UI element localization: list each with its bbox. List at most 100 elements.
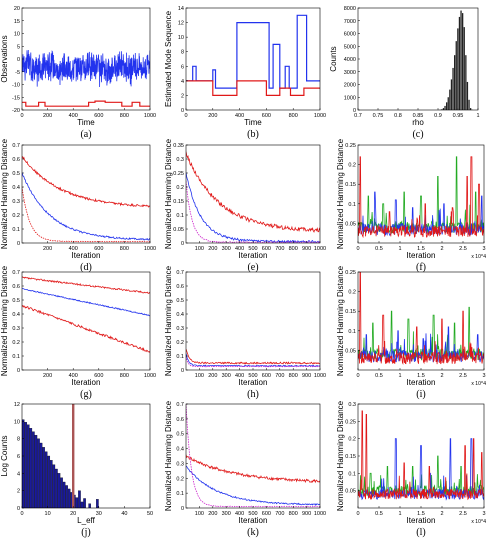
ytick-label-k-4: 0.4	[176, 447, 184, 453]
xtick-label-h-9: 1000	[314, 373, 326, 379]
bar-c-11	[456, 41, 457, 110]
ytick-label-i-1: 0.1	[348, 329, 356, 335]
panel-label-b: (b)	[247, 129, 259, 140]
series-g-0	[22, 277, 150, 294]
yaxis-label-b: Estimated Mode Sequence	[164, 10, 173, 107]
ytick-label-a-1: -15	[12, 95, 20, 101]
xtick-label-h-7: 800	[289, 373, 298, 379]
panel-l: 0 0.5 1 1.5 2 2.5 30.050.10.150.20.250.3x 10^4…	[336, 400, 486, 538]
panel-d: 200 400 600 800 100000.10.20.30.40.50.60.7It…	[0, 138, 156, 273]
ytick-label-i-2: 0.15	[345, 309, 356, 315]
bar-j-0	[22, 420, 24, 508]
xtick-label-c-5: 0.95	[453, 113, 464, 119]
ytick-label-k-5: 0.5	[176, 432, 184, 438]
xtick-label-a-3: 600	[94, 113, 103, 119]
bar-c-5	[446, 102, 447, 110]
ytick-label-g-1: 0.1	[12, 354, 20, 360]
ytick-label-k-7: 0.7	[176, 402, 184, 408]
series-b-1	[186, 81, 320, 96]
ytick-label-j-1: 2	[17, 489, 20, 495]
ytick-label-b-0: 0	[181, 108, 184, 114]
xtick-label-f-1: 0.5	[375, 246, 383, 252]
plot-area-k	[186, 404, 320, 507]
xtick-label-g-3: 800	[120, 373, 129, 379]
ytick-label-i-0: 0.05	[345, 348, 356, 354]
ytick-label-a-3: -5	[15, 70, 20, 76]
ytick-label-e-1: 0.05	[173, 227, 184, 233]
ytick-label-l-4: 0.25	[345, 419, 356, 425]
xtick-label-i-6: 3	[482, 373, 485, 379]
xtick-label-j-5: 50	[147, 511, 153, 517]
xtick-label-b-4: 800	[289, 113, 298, 119]
xtick-label-b-5: 1000	[314, 113, 326, 119]
ytick-label-g-4: 0.4	[12, 312, 20, 318]
axes-frame-b	[186, 8, 320, 110]
bar-j-5	[35, 435, 37, 508]
ytick-label-l-0: 0.05	[345, 489, 356, 495]
ytick-label-e-4: 0.2	[176, 185, 184, 191]
ytick-label-c-1: 1000	[344, 95, 356, 101]
xtick-label-h-1: 200	[208, 373, 217, 379]
panel-label-d: (d)	[80, 262, 92, 273]
bar-j-4	[32, 432, 34, 508]
bar-j-10	[48, 456, 50, 508]
ytick-label-f-4: 0.25	[345, 143, 356, 149]
series-e-0	[186, 152, 320, 232]
ytick-label-g-6: 0.6	[12, 284, 20, 290]
ytick-label-e-2: 0.1	[176, 213, 184, 219]
ytick-label-k-3: 0.3	[176, 461, 184, 467]
bar-j-1	[25, 422, 27, 508]
bar-j-14	[58, 473, 60, 508]
ytick-label-e-0: 0	[181, 241, 184, 247]
ytick-label-c-0: 0	[353, 108, 356, 114]
panel-i: 0 0.5 1 1.5 2 2.5 3 0.05 0.1 0.15 0.2 0.25 x 10^4 Ite…	[336, 265, 486, 400]
ytick-label-f-2: 0.15	[345, 182, 356, 188]
ytick-label-h-3: 0.3	[176, 326, 184, 332]
xaxis-exponent-i: x 10^4	[471, 381, 486, 387]
bar-c-12	[457, 28, 458, 110]
bar-c-4	[444, 106, 445, 110]
xaxis-label-h: Iteration	[239, 378, 268, 387]
ytick-label-b-7: 14	[178, 6, 184, 12]
bar-j-21	[76, 498, 78, 508]
bar-c-14	[460, 11, 461, 110]
ytick-label-c-7: 7000	[344, 19, 356, 25]
ytick-label-d-6: 0.6	[12, 157, 20, 163]
ytick-label-c-2: 2000	[344, 83, 356, 89]
xaxis-exponent-f: x 10^4	[471, 254, 486, 260]
ytick-label-f-0: 0.05	[345, 221, 356, 227]
xaxis-label-j: L_eff	[77, 516, 95, 525]
series-h-0	[186, 349, 320, 364]
ytick-label-b-6: 12	[178, 21, 184, 27]
xtick-label-d-0: 200	[43, 246, 52, 252]
bar-j-7	[40, 443, 42, 508]
yaxis-label-i: Normalized Hamming Distance	[336, 265, 345, 376]
panel-label-h: (h)	[247, 389, 259, 400]
xtick-label-l-5: 2.5	[459, 511, 467, 517]
xaxis-label-c: rho	[412, 118, 424, 127]
ytick-label-d-2: 0.2	[12, 213, 20, 219]
ytick-label-c-6: 6000	[344, 32, 356, 38]
series-h-1	[186, 353, 320, 366]
ytick-label-d-7: 0.7	[12, 143, 20, 149]
xtick-label-a-4: 800	[120, 113, 129, 119]
ytick-label-j-5: 10	[14, 419, 20, 425]
ytick-label-h-7: 0.7	[176, 270, 184, 276]
ytick-label-b-2: 4	[181, 79, 184, 85]
plot-area-f	[358, 157, 484, 237]
ytick-label-f-3: 0.2	[348, 163, 356, 169]
xaxis-exponent-l: x 10^4	[471, 519, 486, 525]
ytick-label-f-1: 0.1	[348, 202, 356, 208]
yaxis-label-g: Normalized Hamming Distance	[0, 265, 9, 376]
panel-k: 100 200 300 400 500 600 700 800 900 100000.10.20.…	[164, 400, 326, 538]
bar-j-2	[27, 425, 29, 508]
plot-area-h	[186, 349, 320, 367]
ytick-label-c-8: 8000	[344, 6, 356, 12]
panel-label-a: (a)	[80, 129, 91, 140]
xtick-label-h-2: 300	[222, 373, 231, 379]
bar-j-15	[60, 478, 62, 508]
ytick-label-d-5: 0.5	[12, 171, 20, 177]
ytick-label-j-0: 0	[17, 506, 20, 512]
axes-frame-g	[22, 272, 150, 370]
yaxis-label-j: Log Counts	[0, 436, 9, 477]
